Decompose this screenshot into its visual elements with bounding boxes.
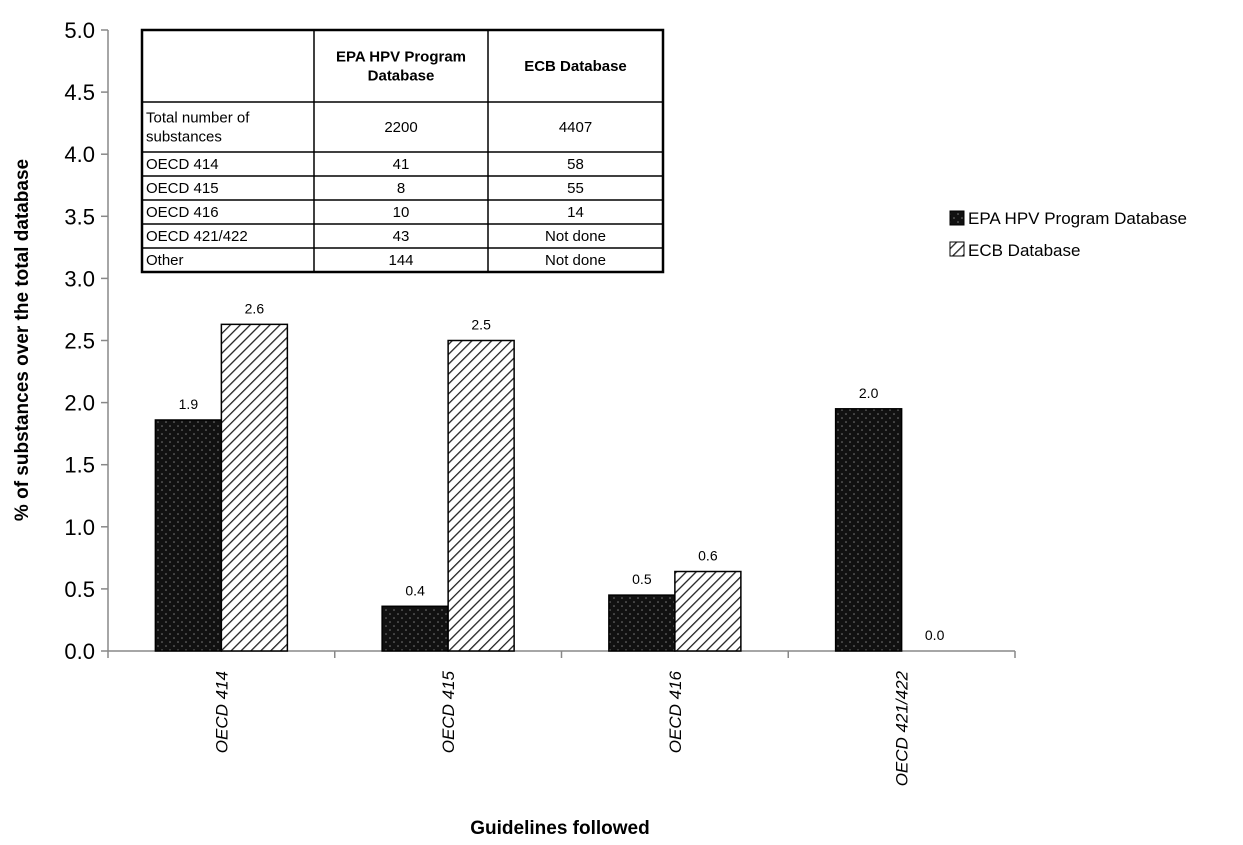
legend-swatch-epa	[949, 210, 965, 226]
table-cell: 144	[388, 252, 413, 269]
y-tick-label: 0.5	[64, 577, 95, 602]
table-cell: 2200	[384, 119, 417, 136]
data-label: 2.6	[245, 300, 265, 316]
x-axis-ticks	[107, 651, 1016, 658]
table-cell: 55	[567, 180, 584, 197]
table-cell: Not done	[545, 252, 606, 269]
table-cell: OECD 416	[146, 204, 219, 221]
data-label: 1.9	[179, 396, 199, 412]
table-cell: 58	[567, 156, 584, 173]
category-label: OECD 421/422	[893, 670, 912, 786]
y-tick-label: 2.0	[64, 391, 95, 416]
bar-epa	[381, 605, 449, 652]
y-tick-label: 4.0	[64, 142, 95, 167]
y-tick-label: 0.0	[64, 639, 95, 664]
y-tick-label: 2.5	[64, 329, 95, 354]
table-cell: 10	[393, 204, 410, 221]
table-border	[140, 28, 665, 274]
category-label: OECD 415	[439, 670, 458, 753]
bar-series	[154, 323, 903, 652]
y-axis-title: % of substances over the total database	[12, 159, 33, 521]
legend: EPA HPV Program Database ECB Database	[949, 209, 1187, 260]
table-cell: 41	[393, 156, 410, 173]
y-tick-label: 1.0	[64, 515, 95, 540]
y-axis-ticks: 0.0 0.5 1.0 1.5 2.0 2.5 3.0 3.5 4.0 4.5 5.0	[64, 18, 108, 664]
table-cell: 14	[567, 204, 584, 221]
y-tick-label: 4.5	[64, 80, 95, 105]
table-cell: 4407	[559, 119, 592, 136]
category-labels: OECD 414 OECD 415 OECD 416 OECD 421/422	[212, 670, 911, 786]
data-label: 2.5	[471, 317, 491, 333]
table-cell: OECD 415	[146, 180, 219, 197]
y-tick-label: 5.0	[64, 18, 95, 43]
table-cell: ECB Database	[524, 58, 627, 75]
data-label: 0.6	[698, 548, 718, 564]
table-cell: Not done	[545, 228, 606, 245]
legend-label-epa: EPA HPV Program Database	[968, 209, 1187, 228]
inset-table: EPA HPV Program Database ECB Database Total…	[140, 28, 665, 274]
data-label: 0.0	[925, 627, 945, 643]
y-tick-label: 3.5	[64, 204, 95, 229]
table-cell: Total number of substances	[146, 110, 250, 146]
data-label: 2.0	[859, 385, 879, 401]
category-label: OECD 414	[212, 671, 231, 753]
table-cells: EPA HPV Program Database ECB Database Total…	[146, 49, 627, 270]
table-cell: 8	[397, 180, 405, 197]
table-cell: OECD 421/422	[146, 228, 248, 245]
bar-ecb	[674, 570, 742, 652]
y-tick-label: 1.5	[64, 453, 95, 478]
bar-epa	[834, 408, 903, 652]
table-cell: 43	[393, 228, 410, 245]
legend-swatch-ecb	[949, 241, 965, 257]
table-cell: Other	[146, 252, 184, 269]
table-cell: OECD 414	[146, 156, 219, 173]
bar-epa	[608, 594, 676, 652]
legend-label-ecb: ECB Database	[968, 241, 1080, 260]
y-tick-label: 3.0	[64, 266, 95, 291]
x-axis-title: Guidelines followed	[470, 818, 649, 839]
bar-epa	[154, 419, 223, 652]
bar-ecb	[447, 339, 515, 652]
data-labels: 1.9 2.6 0.4 2.5 0.5 0.6 2.0 0.0	[179, 300, 945, 643]
bar-ecb	[220, 323, 289, 652]
data-label: 0.4	[405, 582, 425, 598]
category-label: OECD 416	[666, 670, 685, 753]
data-label: 0.5	[632, 571, 652, 587]
table-cell: EPA HPV Program Database	[336, 49, 466, 85]
